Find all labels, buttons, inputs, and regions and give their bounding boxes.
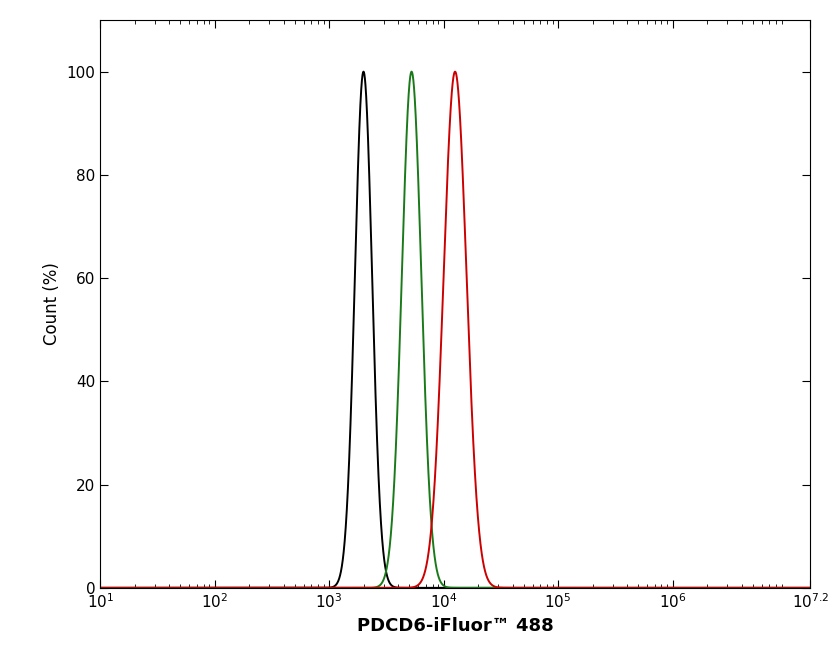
X-axis label: PDCD6-iFluor™ 488: PDCD6-iFluor™ 488 bbox=[357, 617, 554, 635]
Y-axis label: Count (%): Count (%) bbox=[43, 263, 61, 345]
